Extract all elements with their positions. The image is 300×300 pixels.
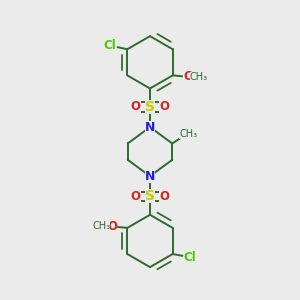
Text: O: O bbox=[107, 220, 117, 233]
Text: CH₃: CH₃ bbox=[179, 129, 197, 139]
Text: S: S bbox=[145, 189, 155, 203]
Text: O: O bbox=[159, 100, 169, 113]
Text: CH₃: CH₃ bbox=[190, 72, 208, 82]
Text: Cl: Cl bbox=[184, 250, 197, 263]
Text: O: O bbox=[131, 190, 141, 203]
Text: N: N bbox=[145, 121, 155, 134]
Text: O: O bbox=[131, 100, 141, 113]
Text: N: N bbox=[145, 170, 155, 183]
Text: S: S bbox=[145, 100, 155, 114]
Text: Cl: Cl bbox=[103, 39, 116, 52]
Text: O: O bbox=[159, 190, 169, 203]
Text: O: O bbox=[183, 70, 194, 83]
Text: CH₃: CH₃ bbox=[92, 221, 110, 231]
